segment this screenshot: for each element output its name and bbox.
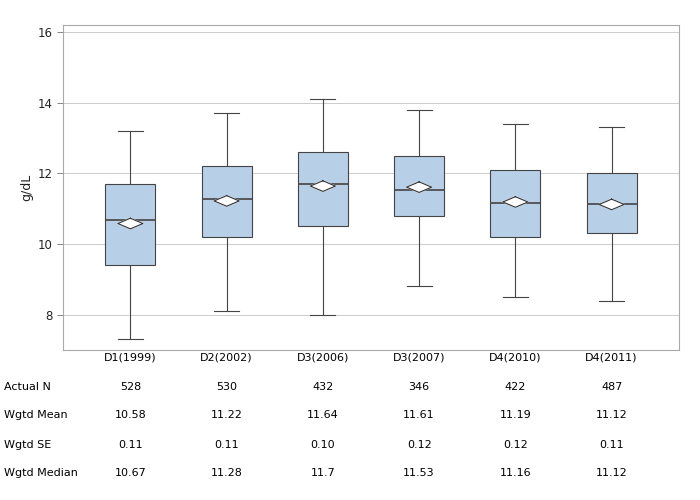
Text: D2(2002): D2(2002) [200, 352, 253, 362]
Polygon shape [407, 182, 432, 192]
Text: Actual N: Actual N [4, 382, 50, 392]
Text: Wgtd SE: Wgtd SE [4, 440, 50, 450]
PathPatch shape [394, 156, 444, 216]
PathPatch shape [105, 184, 155, 265]
Text: 11.53: 11.53 [403, 468, 435, 478]
Polygon shape [503, 196, 528, 207]
Text: 0.10: 0.10 [311, 440, 335, 450]
Text: D3(2007): D3(2007) [393, 352, 445, 362]
Text: 10.58: 10.58 [115, 410, 146, 420]
Text: 0.12: 0.12 [407, 440, 431, 450]
Text: 432: 432 [312, 382, 333, 392]
Text: Wgtd Mean: Wgtd Mean [4, 410, 67, 420]
Text: 11.22: 11.22 [211, 410, 243, 420]
PathPatch shape [202, 166, 252, 237]
Text: 11.7: 11.7 [311, 468, 335, 478]
Text: 528: 528 [120, 382, 141, 392]
Text: 11.61: 11.61 [403, 410, 435, 420]
Text: D3(2006): D3(2006) [297, 352, 349, 362]
Text: 11.28: 11.28 [211, 468, 243, 478]
Text: 11.64: 11.64 [307, 410, 339, 420]
PathPatch shape [587, 174, 637, 234]
Polygon shape [118, 218, 143, 229]
Polygon shape [599, 199, 624, 210]
PathPatch shape [490, 170, 540, 237]
Text: 11.16: 11.16 [500, 468, 531, 478]
Text: D4(2011): D4(2011) [585, 352, 638, 362]
Text: 11.19: 11.19 [500, 410, 531, 420]
Text: 487: 487 [601, 382, 622, 392]
Text: 11.12: 11.12 [596, 410, 627, 420]
Text: D1(1999): D1(1999) [104, 352, 157, 362]
Y-axis label: g/dL: g/dL [20, 174, 34, 201]
Polygon shape [214, 196, 239, 206]
Text: 346: 346 [409, 382, 430, 392]
Text: Wgtd Median: Wgtd Median [4, 468, 78, 478]
Text: 11.12: 11.12 [596, 468, 627, 478]
Text: 10.67: 10.67 [115, 468, 146, 478]
Text: 0.11: 0.11 [118, 440, 143, 450]
Text: 0.11: 0.11 [599, 440, 624, 450]
Text: 422: 422 [505, 382, 526, 392]
Polygon shape [310, 181, 335, 192]
Text: 0.12: 0.12 [503, 440, 528, 450]
PathPatch shape [298, 152, 348, 226]
Text: D4(2010): D4(2010) [489, 352, 542, 362]
Text: 0.11: 0.11 [214, 440, 239, 450]
Text: 530: 530 [216, 382, 237, 392]
